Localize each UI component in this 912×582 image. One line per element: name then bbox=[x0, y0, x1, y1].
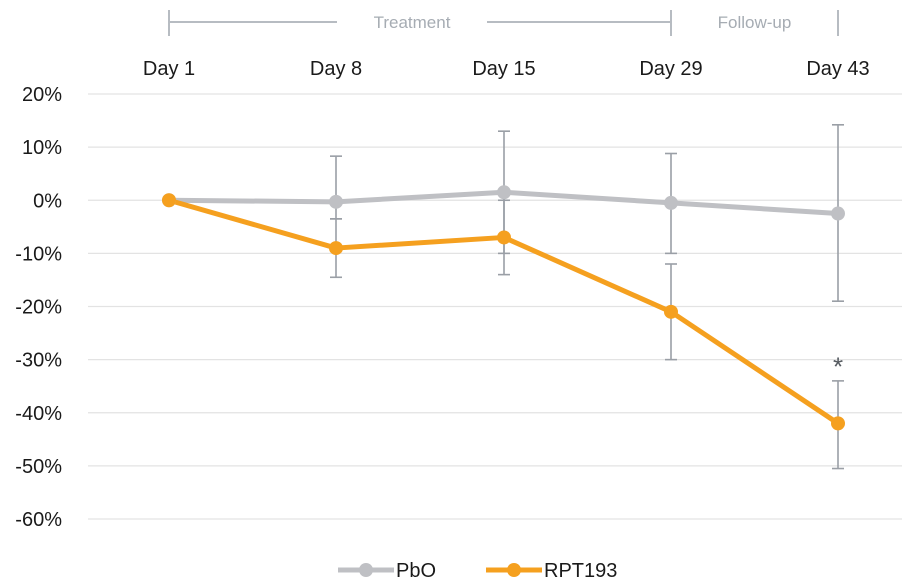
annotations: * bbox=[833, 352, 843, 382]
phase-label-treatment: Treatment bbox=[374, 13, 451, 32]
data-point-rpt193 bbox=[664, 304, 678, 319]
data-point-rpt193 bbox=[162, 193, 176, 208]
x-axis-ticks: Day 1 Day 8 Day 15 Day 29 Day 43 bbox=[143, 58, 870, 80]
phase-label-follow-up: Follow-up bbox=[718, 13, 792, 32]
legend-label: RPT193 bbox=[544, 560, 617, 582]
y-tick-label: 10% bbox=[22, 137, 62, 159]
y-tick-label: 20% bbox=[22, 84, 62, 106]
y-tick-label: -40% bbox=[15, 403, 62, 425]
legend-label: PbO bbox=[396, 560, 436, 582]
error-bars bbox=[330, 124, 844, 470]
y-axis-ticks: 20% 10% 0% -10% -20% -30% -40% -50% -60% bbox=[15, 84, 62, 531]
data-point-rpt193 bbox=[831, 416, 845, 431]
y-tick-label: -50% bbox=[15, 456, 62, 478]
phase-brackets: Treatment Follow-up bbox=[168, 10, 839, 36]
x-tick-label: Day 8 bbox=[310, 58, 362, 80]
series-points bbox=[162, 185, 845, 431]
data-point-pbo bbox=[329, 194, 343, 209]
data-point-rpt193 bbox=[329, 241, 343, 256]
y-tick-label: -60% bbox=[15, 509, 62, 531]
data-point-pbo bbox=[831, 206, 845, 221]
x-tick-label: Day 29 bbox=[639, 58, 702, 80]
data-point-rpt193 bbox=[497, 230, 511, 245]
significance-marker: * bbox=[833, 352, 843, 382]
x-tick-label: Day 15 bbox=[472, 58, 535, 80]
data-point-pbo bbox=[497, 185, 511, 200]
legend-marker bbox=[359, 563, 373, 577]
x-tick-label: Day 1 bbox=[143, 58, 195, 80]
y-tick-label: -30% bbox=[15, 350, 62, 372]
y-tick-label: -20% bbox=[15, 297, 62, 319]
x-tick-label: Day 43 bbox=[806, 58, 869, 80]
y-tick-label: 0% bbox=[33, 190, 62, 212]
gridlines bbox=[88, 93, 902, 520]
data-point-pbo bbox=[664, 195, 678, 210]
y-tick-label: -10% bbox=[15, 243, 62, 265]
legend-marker bbox=[507, 563, 521, 577]
legend: PbO RPT193 bbox=[338, 560, 617, 582]
